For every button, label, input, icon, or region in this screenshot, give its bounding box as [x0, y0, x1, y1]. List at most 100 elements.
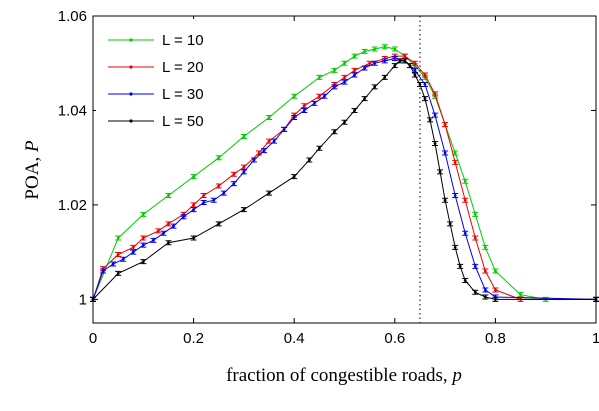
data-point	[180, 214, 187, 220]
data-point	[100, 268, 107, 274]
data-point	[381, 58, 388, 64]
legend-entry: L = 10	[108, 32, 204, 49]
data-point	[220, 190, 227, 196]
data-point	[301, 107, 308, 113]
data-point	[165, 221, 172, 227]
data-point	[291, 93, 298, 99]
data-point	[140, 235, 147, 241]
data-point	[140, 259, 147, 265]
series-layer	[90, 44, 599, 302]
data-point	[240, 164, 247, 170]
data-point	[361, 96, 368, 102]
x-tick-label: 0.8	[485, 330, 506, 347]
data-point	[115, 252, 122, 258]
data-point	[140, 211, 147, 217]
data-point	[421, 72, 428, 78]
data-point	[351, 67, 358, 73]
data-point	[271, 138, 278, 144]
data-point	[291, 174, 298, 180]
data-point	[432, 141, 439, 147]
data-point	[306, 157, 313, 163]
data-point	[341, 79, 348, 85]
data-point	[396, 58, 403, 64]
data-point	[472, 235, 479, 241]
data-point	[200, 200, 207, 206]
data-point	[130, 249, 137, 255]
data-point	[200, 192, 207, 198]
data-point	[341, 119, 348, 125]
data-point	[401, 53, 408, 59]
data-point	[115, 235, 122, 241]
data-point	[215, 221, 222, 227]
data-point	[472, 289, 479, 295]
data-point	[210, 197, 217, 203]
data-point	[371, 46, 378, 52]
legend-label: L = 20	[162, 59, 204, 76]
data-point	[492, 268, 499, 274]
data-point	[140, 242, 147, 248]
data-point	[316, 145, 323, 151]
data-point	[452, 159, 459, 165]
data-point	[457, 263, 464, 269]
data-point	[316, 93, 323, 99]
data-point	[165, 192, 172, 198]
data-point	[301, 103, 308, 109]
data-point	[401, 58, 408, 64]
data-point	[452, 244, 459, 250]
data-point	[482, 244, 489, 250]
y-tick-label: 1.02	[58, 197, 87, 214]
data-point	[462, 277, 469, 283]
data-point	[240, 169, 247, 175]
data-point	[462, 197, 469, 203]
data-point	[341, 74, 348, 80]
data-point	[437, 169, 444, 175]
data-point	[165, 240, 172, 246]
data-point	[351, 53, 358, 59]
data-point	[391, 46, 398, 52]
axes-layer: 0 0.2 0.4 0.6 0.8 1 1 1.02 1.04 1.06	[58, 8, 599, 347]
data-point	[331, 67, 338, 73]
data-point	[291, 115, 298, 121]
data-point	[155, 228, 162, 234]
legend-label: L = 10	[162, 32, 204, 49]
y-tick-label: 1.04	[58, 102, 87, 119]
legend-entry: L = 50	[108, 113, 204, 130]
data-point	[442, 150, 449, 156]
data-point	[120, 256, 127, 262]
data-point	[321, 93, 328, 99]
x-tick-label: 0.4	[284, 330, 305, 347]
data-point	[442, 122, 449, 128]
data-point	[442, 197, 449, 203]
data-point	[381, 74, 388, 80]
data-point	[341, 60, 348, 66]
data-point	[447, 221, 454, 227]
legend: L = 10 L = 20 L = 30 L = 50	[96, 19, 238, 137]
x-axis-label: fraction of congestible roads, p	[226, 365, 462, 386]
data-point	[371, 84, 378, 90]
data-point	[492, 287, 499, 293]
data-point	[391, 63, 398, 69]
data-point	[517, 292, 524, 298]
y-tick-label: 1.06	[58, 8, 87, 25]
data-point	[190, 174, 197, 180]
data-point	[331, 84, 338, 90]
data-point	[472, 263, 479, 269]
legend-entry: L = 20	[108, 59, 204, 76]
data-point	[311, 100, 318, 106]
y-tick-label: 1	[79, 291, 87, 308]
data-point	[427, 117, 434, 123]
data-point	[190, 207, 197, 213]
data-point	[462, 230, 469, 236]
data-point	[391, 56, 398, 62]
data-point	[230, 181, 237, 187]
data-point	[266, 138, 273, 144]
data-point	[190, 235, 197, 241]
data-point	[411, 60, 418, 66]
data-point	[462, 178, 469, 184]
data-point	[452, 192, 459, 198]
data-point	[482, 294, 489, 300]
data-point	[371, 60, 378, 66]
x-tick-label: 0	[89, 330, 97, 347]
data-point	[215, 183, 222, 189]
data-point	[316, 74, 323, 80]
